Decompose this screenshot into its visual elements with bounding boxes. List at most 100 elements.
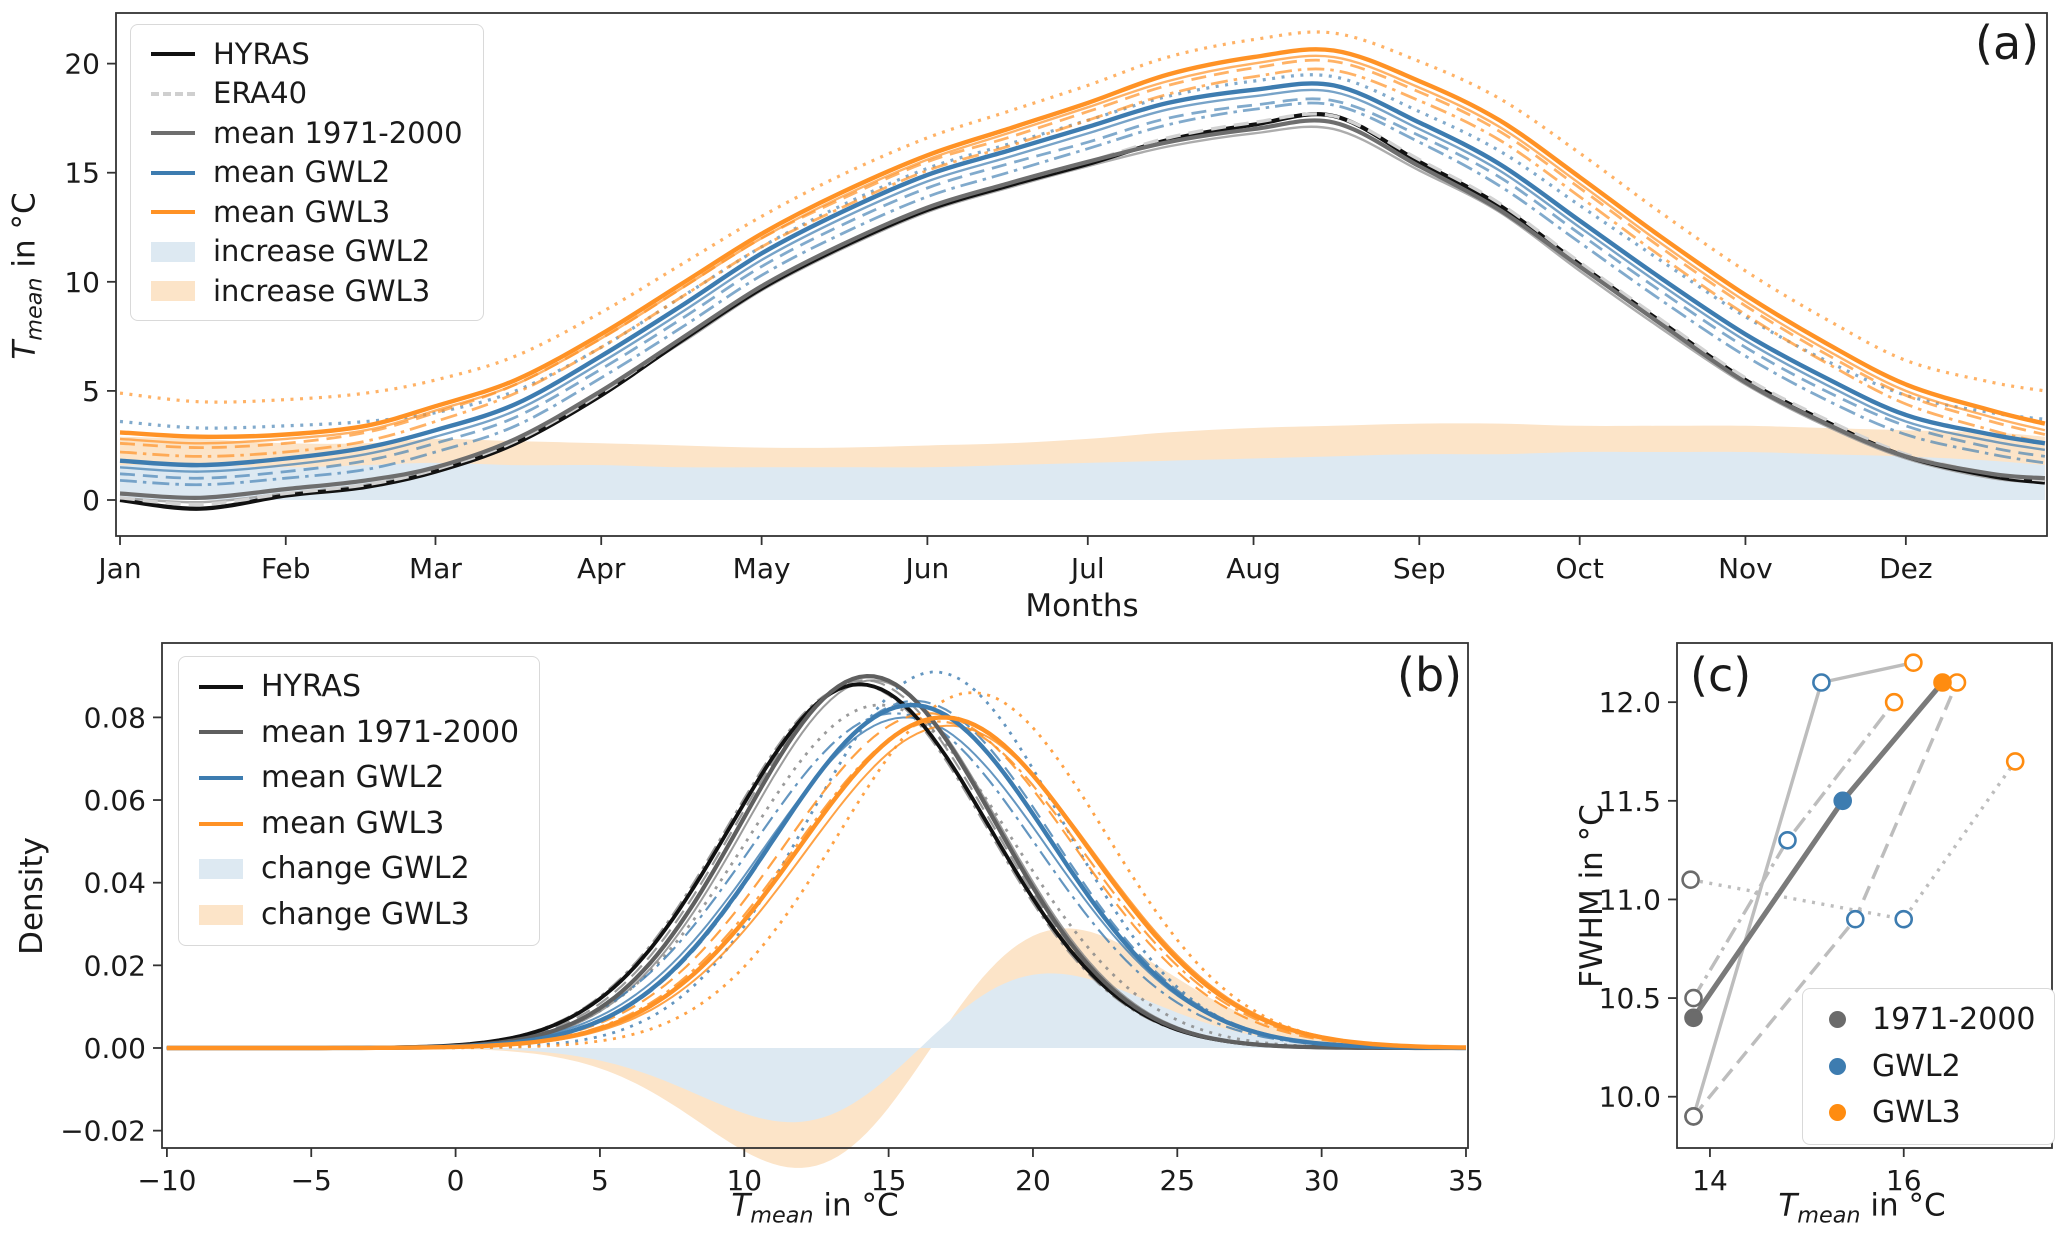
hyras-line-swatch: [199, 684, 243, 689]
change-gwl2-fill-swatch: [199, 859, 243, 880]
legend-label: mean 1971-2000: [261, 714, 520, 750]
legend-label: GWL3: [1872, 1095, 1961, 1131]
legend-item-mean-gwl2: mean GWL2: [199, 761, 519, 795]
legend-label: GWL2: [1872, 1048, 1961, 1084]
tick-label: 10: [64, 266, 100, 299]
xlabel-symbol: T: [731, 1187, 751, 1224]
tick-label: 12.0: [1599, 686, 1661, 719]
tick-label: 0.04: [84, 867, 146, 900]
marker-gwl2-run-dashed: [1846, 909, 1865, 929]
series-gwl3-member-dashed: [119, 58, 2046, 449]
plot-frame: [1676, 642, 2053, 1149]
mean-1971-2000-line-swatch: [199, 730, 243, 735]
legend-item-era40: ERA40: [151, 76, 463, 111]
ylabel-symbol: T: [6, 340, 43, 360]
tick-label: 15: [64, 157, 100, 190]
ylabel-unit: in °C: [6, 192, 43, 278]
gray-dot-icon: [1829, 1011, 1846, 1029]
tick-label: Oct: [1555, 552, 1603, 585]
xlabel-subscript: mean: [1797, 1202, 1861, 1229]
xlabel-unit: in °C: [1860, 1187, 1946, 1224]
tick-label: 14: [1692, 1164, 1728, 1197]
increase-gwl3-fill-swatch: [151, 281, 195, 302]
legend-label: mean 1971-2000: [213, 115, 463, 150]
tick-label: 35: [1448, 1164, 1484, 1197]
tick-label: 0.02: [84, 949, 146, 982]
mean-gwl3-line-swatch: [151, 210, 195, 215]
legend-label: mean GWL3: [261, 805, 445, 841]
tick-label: May: [733, 552, 791, 585]
panel-a-x-axis-label: Months: [1025, 588, 1139, 624]
curve-mean-gwl3: [166, 715, 1467, 1051]
panel-b-label: (b): [1397, 648, 1463, 702]
era40-line-swatch: [151, 91, 195, 96]
tick-label: 5: [82, 375, 100, 408]
legend-label: 1971-2000: [1872, 1002, 2036, 1037]
legend-item-increase-gwl3: increase GWL3: [151, 274, 463, 307]
tick-label: Dez: [1879, 552, 1932, 585]
xlabel-symbol: T: [1778, 1187, 1798, 1224]
marker-1971-2000-run-dotted: [1681, 870, 1700, 890]
panel-c-fwhm-scatter: 14 16 10.0 10.5 11.0 11.5 12.0: [1599, 642, 2053, 1197]
mean-gwl2-line-swatch: [151, 170, 195, 175]
legend-label: HYRAS: [213, 37, 310, 71]
legend-panel-b: HYRAS mean 1971-2000 mean GWL2 mean GWL3…: [178, 656, 541, 946]
legend-item-mean-1971-2000: mean 1971-2000: [199, 714, 520, 750]
legend-panel-a: HYRAS ERA40 mean 1971-2000 mean GWL2 mea…: [130, 24, 484, 322]
legend-label: ERA40: [213, 76, 308, 111]
legend-label: change GWL2: [261, 851, 470, 887]
legend-label: mean GWL3: [213, 194, 391, 229]
legend-panel-c: 1971-2000 GWL2 GWL3: [1802, 988, 2055, 1145]
series-mean-gwl3: [119, 47, 2046, 440]
tick-label: 20: [64, 48, 100, 81]
tick-label: 5: [591, 1164, 609, 1197]
blue-dot-icon: [1829, 1057, 1846, 1075]
tick-label: Nov: [1718, 552, 1773, 585]
panel-c-x-axis-label: Tmean in °C: [1778, 1187, 1945, 1228]
tick-label: 11.0: [1599, 883, 1661, 916]
series-gwl2-member-dashed: [119, 97, 2046, 480]
tick-label: −5: [291, 1164, 332, 1197]
series-gwl2-member-dashdot: [119, 101, 2046, 487]
xlabel-unit: in °C: [813, 1187, 899, 1224]
legend-item-change-gwl2: change GWL2: [199, 852, 519, 886]
tick-label: Aug: [1226, 552, 1281, 585]
tick-label: 0.00: [84, 1032, 146, 1065]
ylabel-subscript: mean: [21, 277, 48, 341]
marker-1971-2000-run-dashdot: [1684, 988, 1703, 1008]
change-gwl3-fill-swatch: [199, 904, 243, 925]
panel-a-label: (a): [1975, 16, 2040, 70]
legend-item-gwl2: GWL2: [1821, 1048, 2036, 1084]
tick-label: 15: [871, 1164, 907, 1197]
legend-label: increase GWL2: [213, 234, 431, 269]
tick-label: 0.06: [84, 784, 146, 817]
tick-label: Jul: [1069, 552, 1105, 585]
panel-b-density: −10 −5 0 5 10 15 20 25 30 35 −0.02 0.00 0.02 0.04 0.06…: [60, 642, 1484, 1197]
panel-b-y-axis-label: Density: [14, 837, 50, 955]
tick-label: 30: [1304, 1164, 1340, 1197]
panel-c-y-axis-label: FWHM in °C: [1574, 804, 1610, 988]
marker-gwl2-run-dashdot: [1778, 830, 1797, 850]
tick-label: −0.02: [60, 1115, 146, 1148]
mean-gwl2-line-swatch: [199, 775, 243, 780]
marker-1971-2000-run-solid: [1684, 1107, 1703, 1126]
legend-item-mean-gwl3: mean GWL3: [151, 194, 463, 229]
series-mean-gwl2: [119, 81, 2046, 468]
legend-label: mean GWL2: [213, 155, 391, 190]
legend-item-mean-1971-2000: mean 1971-2000: [151, 115, 463, 150]
panel-a-y-axis-label: Tmean in °C: [6, 192, 47, 359]
tick-label: Mar: [409, 552, 462, 585]
tick-label: Apr: [577, 552, 626, 585]
plot-frame: [161, 642, 1469, 1149]
tick-label: 10.5: [1599, 982, 1661, 1015]
tick-label: 10: [726, 1164, 762, 1197]
tick-label: 25: [1159, 1164, 1195, 1197]
tick-label: 0.08: [84, 701, 146, 734]
marker-gwl2-run-solid: [1812, 673, 1831, 692]
legend-label: change GWL3: [261, 896, 470, 932]
connector-ensemble-mean: [1691, 680, 1945, 1020]
hyras-line-swatch: [151, 52, 195, 57]
mean-1971-2000-line-swatch: [151, 131, 195, 136]
